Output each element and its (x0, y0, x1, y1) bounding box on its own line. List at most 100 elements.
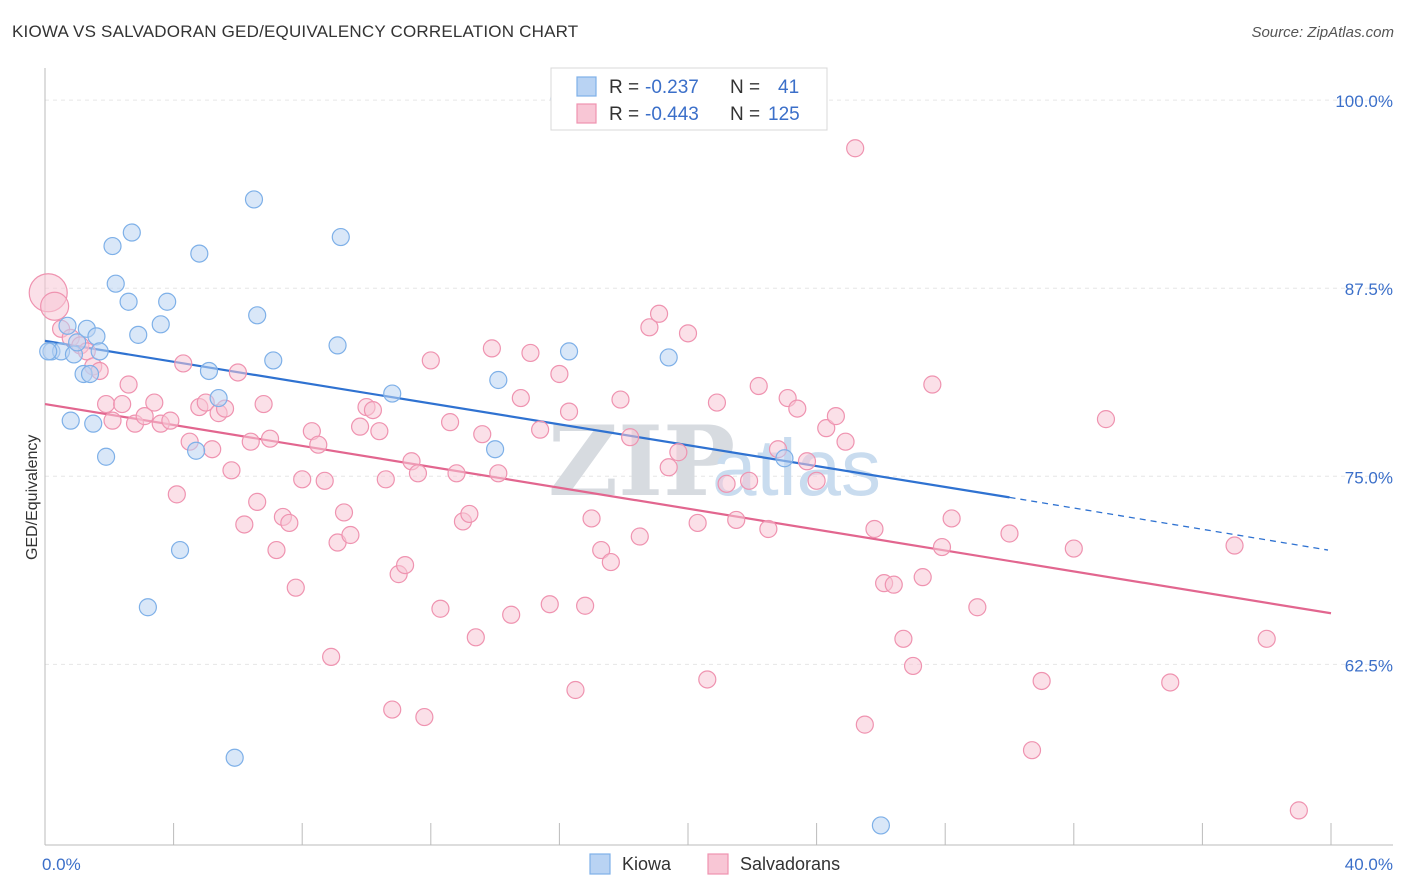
point-kiowa (151, 315, 170, 334)
point-salvadorans (241, 432, 260, 451)
point-salvadorans (621, 428, 640, 447)
bottom-legend-swatch-salvadorans (707, 853, 729, 875)
point-kiowa (486, 440, 505, 459)
point-salvadorans (135, 407, 154, 426)
point-salvadorans (167, 485, 186, 504)
point-salvadorans (145, 393, 164, 412)
legend-n-label-kiowa: N = (730, 77, 760, 98)
legend-r-value-salvadorans: -0.443 (645, 104, 699, 125)
point-salvadorans (293, 470, 312, 489)
bottom-legend-label-salvadorans: Salvadorans (740, 854, 840, 874)
point-kiowa (871, 816, 891, 835)
point-salvadorans (894, 629, 913, 648)
axes (44, 68, 1393, 846)
point-salvadorans (540, 595, 559, 614)
point-salvadorans (370, 422, 389, 441)
point-salvadorans (678, 324, 698, 343)
point-salvadorans (322, 647, 341, 666)
point-salvadorans (40, 291, 70, 321)
point-salvadorans (826, 407, 845, 426)
point-kiowa (383, 384, 402, 403)
point-kiowa (122, 223, 141, 242)
point-salvadorans (739, 471, 759, 490)
point-salvadorans (334, 503, 354, 522)
point-kiowa (58, 316, 77, 335)
point-kiowa (328, 336, 347, 355)
point-salvadorans (903, 656, 923, 676)
point-salvadorans (119, 375, 138, 394)
legend-r-label-salvadorans: R = (609, 104, 639, 125)
point-salvadorans (846, 139, 865, 158)
point-salvadorans (103, 411, 122, 430)
point-salvadorans (460, 504, 479, 524)
point-salvadorans (817, 419, 836, 438)
y-tick-label: 100.0% (1335, 92, 1393, 111)
point-kiowa (209, 388, 228, 408)
point-salvadorans (235, 515, 254, 534)
legend-n-value-kiowa: 41 (778, 77, 799, 98)
grid-lines (45, 99, 1391, 665)
point-salvadorans (669, 443, 688, 462)
point-salvadorans (341, 525, 360, 545)
point-kiowa (119, 292, 138, 311)
point-salvadorans (482, 339, 501, 358)
point-salvadorans (531, 420, 550, 439)
point-salvadorans (807, 471, 826, 490)
point-salvadorans (550, 364, 569, 384)
y-tick-labels: 62.5% 75.0% 87.5% 100.0% (1335, 92, 1393, 675)
point-salvadorans (1000, 524, 1019, 543)
point-salvadorans (855, 715, 874, 734)
point-salvadorans (698, 670, 717, 689)
point-kiowa (158, 292, 177, 311)
point-salvadorans (96, 394, 116, 414)
point-salvadorans (363, 400, 383, 420)
point-salvadorans (727, 510, 746, 530)
trend-line-kiowa-extension (1009, 496, 1329, 551)
point-kiowa (170, 540, 190, 560)
point-salvadorans (640, 318, 659, 337)
point-kiowa (225, 748, 244, 767)
point-salvadorans (408, 464, 428, 483)
point-salvadorans (1022, 741, 1042, 760)
series-legend: Kiowa Salvadorans (589, 853, 840, 875)
point-salvadorans (174, 354, 193, 373)
point-salvadorans (559, 402, 579, 421)
point-salvadorans (797, 452, 817, 471)
point-kiowa (559, 342, 579, 361)
point-salvadorans (913, 568, 932, 587)
point-salvadorans (1225, 536, 1244, 555)
point-kiowa (87, 327, 106, 346)
point-salvadorans (649, 304, 669, 323)
point-salvadorans (203, 440, 222, 459)
point-salvadorans (707, 393, 727, 412)
point-salvadorans (630, 527, 649, 546)
point-kiowa (68, 333, 87, 352)
point-salvadorans (1096, 410, 1116, 429)
point-salvadorans (286, 578, 305, 597)
point-kiowa (103, 236, 122, 256)
point-salvadorans (521, 343, 540, 363)
x-tick-label-max: 40.0% (1345, 855, 1393, 874)
point-salvadorans (601, 552, 620, 572)
point-kiowa (129, 325, 148, 344)
legend-swatch-kiowa (576, 76, 597, 97)
point-salvadorans (350, 417, 370, 436)
point-kiowa (106, 274, 125, 293)
point-salvadorans (473, 425, 492, 444)
point-kiowa (264, 351, 283, 370)
bottom-legend-label-kiowa: Kiowa (622, 854, 672, 874)
point-salvadorans (421, 351, 440, 370)
y-axis-label: GED/Equivalency (24, 435, 41, 560)
bottom-legend-swatch-kiowa (589, 853, 611, 875)
point-salvadorans (836, 432, 855, 451)
point-kiowa (90, 342, 109, 361)
point-salvadorans (1032, 671, 1051, 691)
point-salvadorans (582, 509, 601, 528)
point-kiowa (187, 441, 206, 460)
point-kiowa (39, 342, 58, 361)
point-kiowa (84, 414, 103, 433)
point-salvadorans (511, 388, 530, 408)
watermark-atlas: atlas (712, 423, 881, 512)
point-salvadorans (228, 363, 247, 382)
point-kiowa (659, 348, 678, 367)
